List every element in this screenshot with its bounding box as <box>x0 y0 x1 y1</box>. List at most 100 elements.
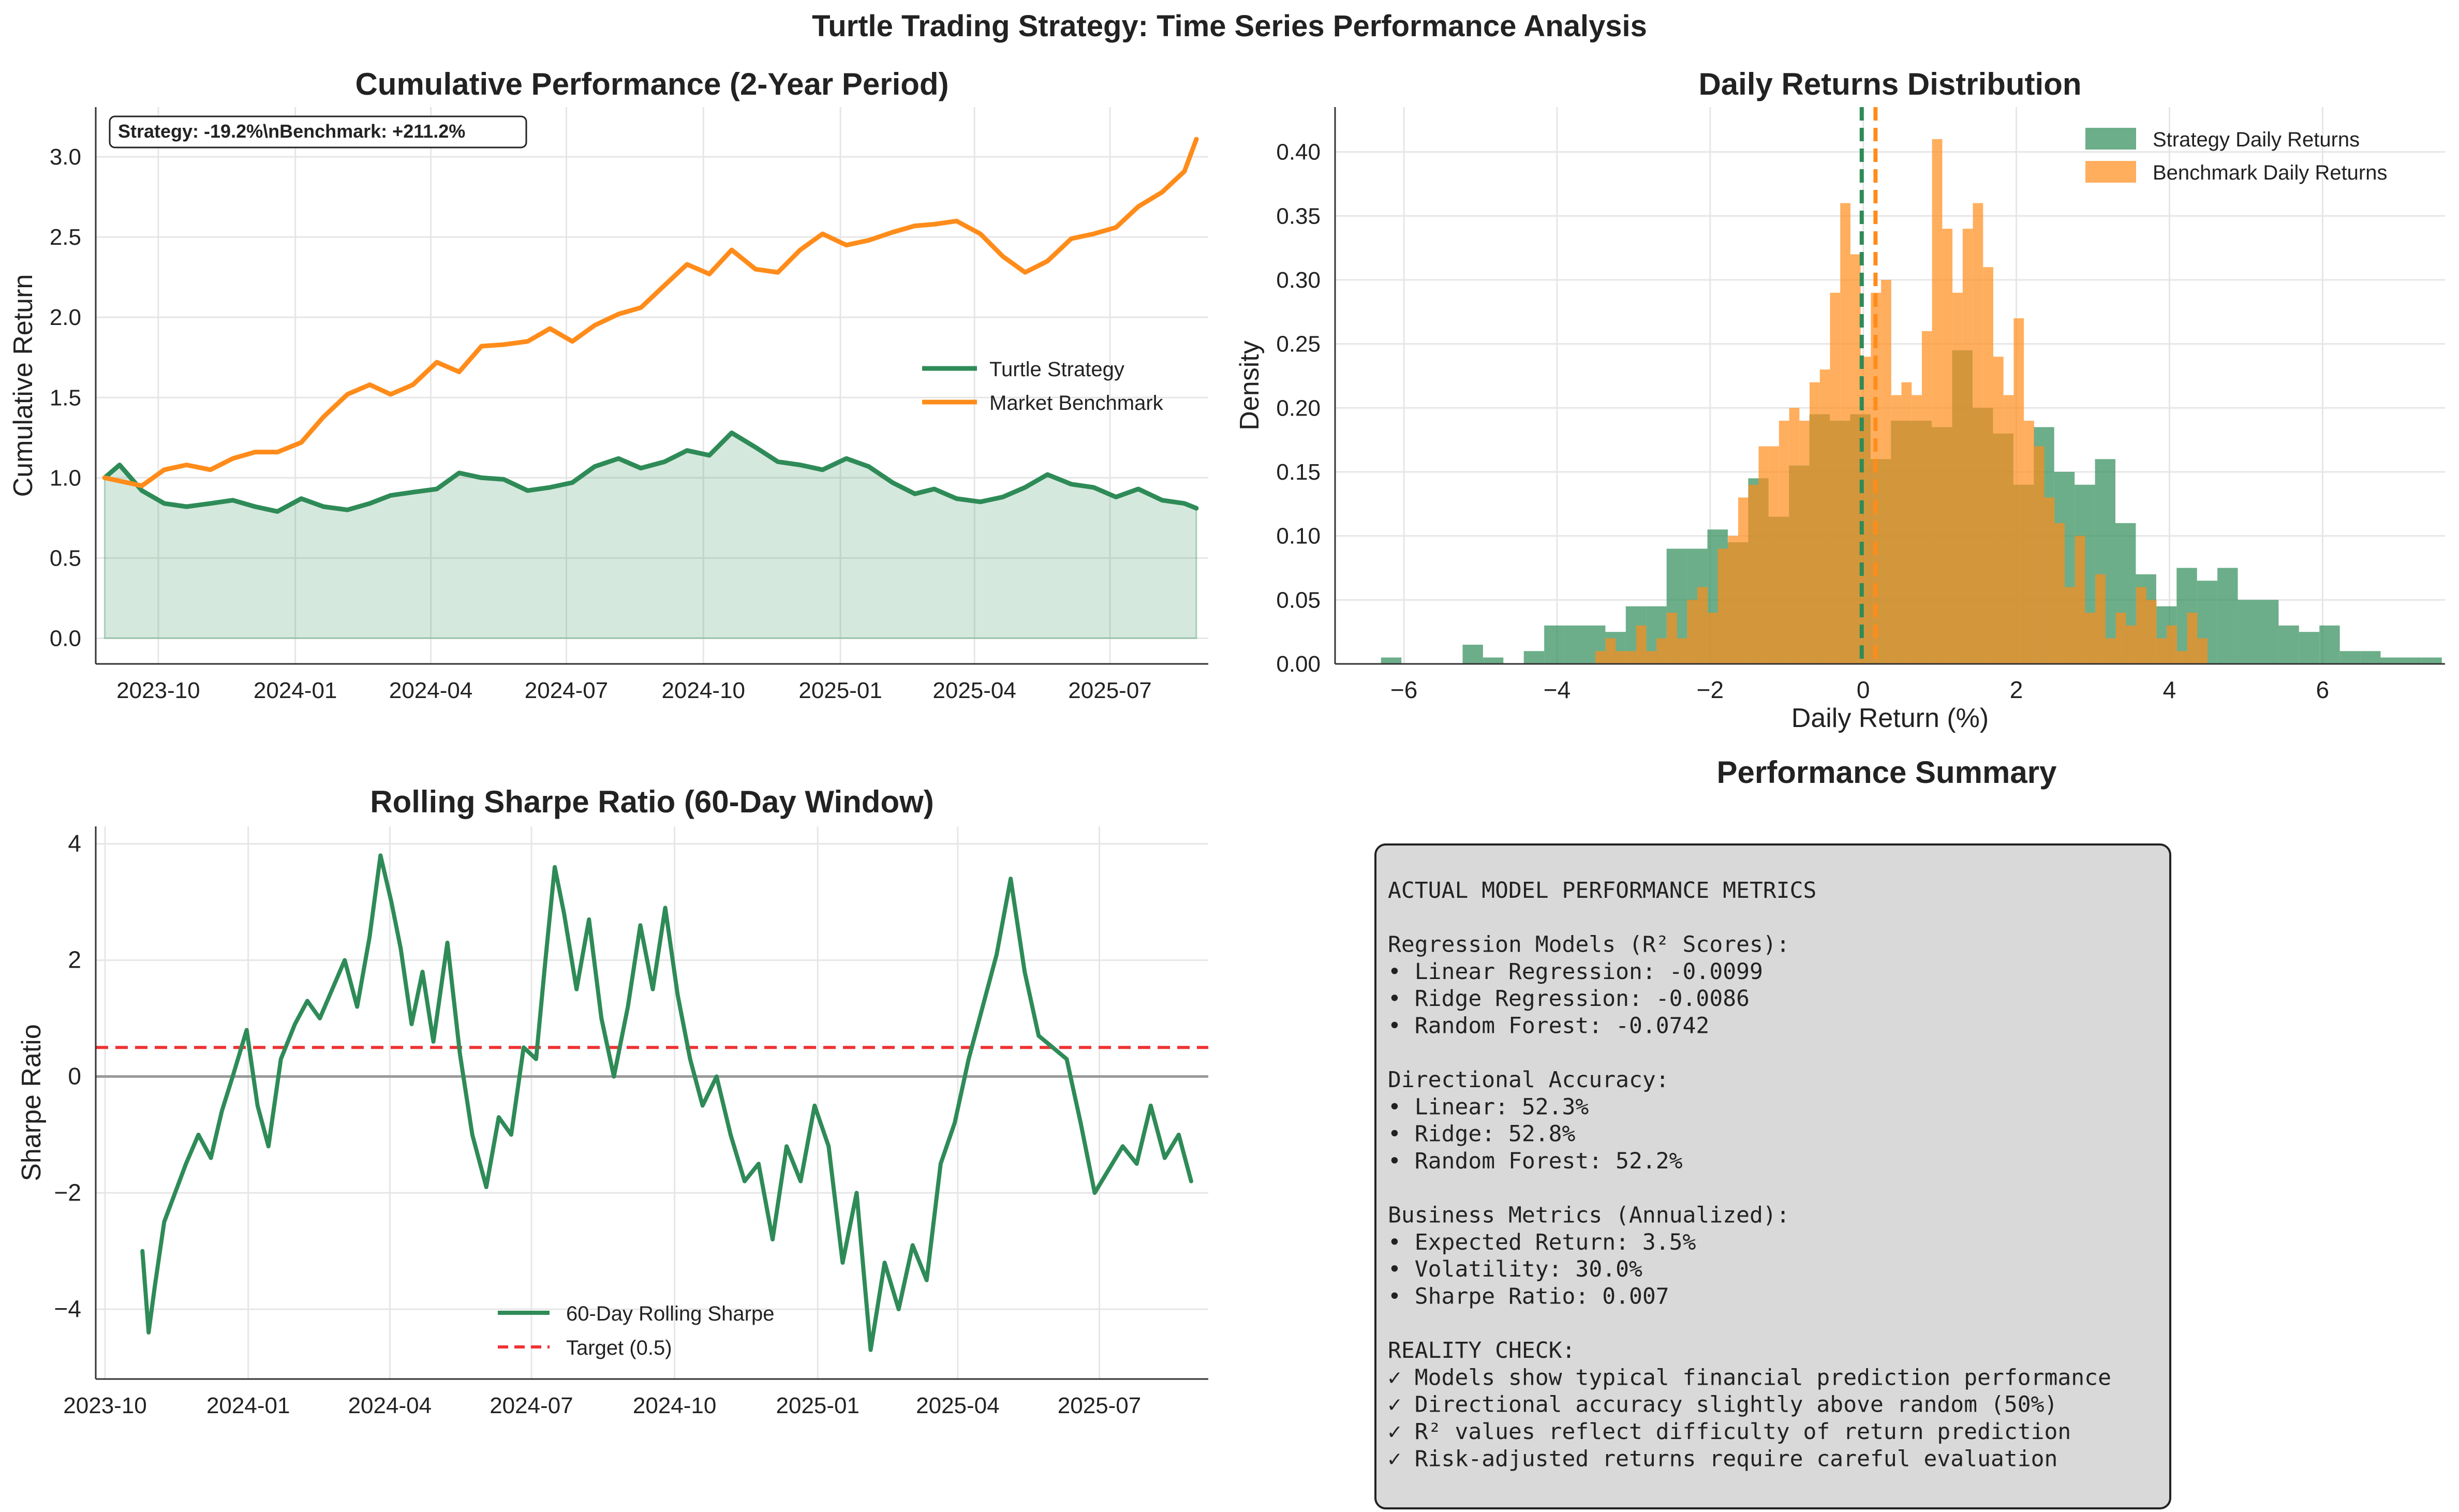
legend-label: Strategy Daily Returns <box>2153 128 2360 151</box>
x-tick-label: 2023-10 <box>63 1393 146 1418</box>
histogram-bar-benchmark <box>2095 574 2106 664</box>
summary-line: • Random Forest: 52.2% <box>1388 1148 1683 1174</box>
histogram-bar-benchmark <box>1993 357 2004 664</box>
summary-line: Directional Accuracy: <box>1388 1067 1669 1093</box>
histogram-bar-benchmark <box>2034 446 2045 664</box>
histogram-bar-benchmark <box>2156 638 2167 664</box>
x-tick-label: 2025-04 <box>932 678 1016 703</box>
summary-line: • Linear Regression: -0.0099 <box>1388 959 1763 985</box>
y-tick-label: 2.0 <box>50 305 81 330</box>
y-tick-label: 0.5 <box>50 545 81 571</box>
summary-line: REALITY CHECK: <box>1388 1338 1575 1363</box>
legend-swatch <box>2085 128 2136 150</box>
cumulative-performance-panel: Cumulative Performance (2-Year Period) 0.… <box>8 67 1208 703</box>
series-line-60-day-rolling-sharpe <box>140 853 1193 1352</box>
histogram-bar-strategy <box>2380 657 2401 664</box>
x-tick-label: 2023-10 <box>116 678 200 703</box>
legend-label: Turtle Strategy <box>989 358 1124 381</box>
y-tick-label: 0.40 <box>1276 140 1321 165</box>
x-tick-label: 4 <box>2163 676 2176 703</box>
chart-title: Rolling Sharpe Ratio (60-Day Window) <box>370 784 934 819</box>
performance-summary-panel: Performance Summary ACTUAL MODEL PERFORM… <box>1374 755 2171 1509</box>
series-line-market-benchmark <box>102 137 1199 488</box>
y-axis-label: Sharpe Ratio <box>17 1024 47 1181</box>
x-tick-label: 0 <box>1857 676 1870 703</box>
x-tick-label: 6 <box>2316 676 2330 703</box>
summary-title: Performance Summary <box>1717 755 2057 790</box>
y-tick-label: 0.10 <box>1276 524 1321 549</box>
legend-label: Market Benchmark <box>989 392 1164 414</box>
histogram-bar-benchmark <box>1891 395 1902 664</box>
x-tick-label: 2025-01 <box>776 1393 860 1418</box>
y-tick-label: 3.0 <box>50 144 81 170</box>
y-axis-label: Density <box>1235 340 1265 430</box>
histogram-bar-strategy <box>1544 625 1565 664</box>
histogram-bar-benchmark <box>1881 279 1891 664</box>
histogram-bar-benchmark <box>2024 421 2034 664</box>
histogram-bar-benchmark <box>1677 638 1687 664</box>
histogram-bar-benchmark <box>1779 421 1789 664</box>
histogram-bar-benchmark <box>2115 613 2126 664</box>
histogram-bar-strategy <box>1523 651 1545 664</box>
histogram-bar-benchmark <box>1962 228 1973 664</box>
summary-line: ✓ R² values reflect difficulty of return… <box>1388 1419 2071 1445</box>
y-tick-label: 2.5 <box>50 225 81 250</box>
x-tick-label: 2024-04 <box>389 678 472 703</box>
histogram-bar-benchmark <box>1605 638 1616 664</box>
summary-line: • Linear: 52.3% <box>1388 1094 1589 1120</box>
histogram-bar-benchmark <box>1717 549 1728 664</box>
histogram-bar-benchmark <box>1595 651 1606 664</box>
histogram-bar-benchmark <box>2003 395 2014 664</box>
histogram-bar-benchmark <box>2126 625 2137 664</box>
summary-line: ✓ Directional accuracy slightly above ra… <box>1388 1392 2057 1418</box>
x-tick-label: 2025-07 <box>1058 1393 1141 1418</box>
histogram-bar-benchmark <box>1871 292 1882 664</box>
x-tick-label: 2024-07 <box>525 678 608 703</box>
histogram-bar-benchmark <box>2075 536 2085 664</box>
x-tick-label: 2024-01 <box>206 1393 290 1418</box>
x-tick-label: 2025-07 <box>1068 678 1151 703</box>
histogram-bar-benchmark <box>1758 446 1769 664</box>
y-axis-label: Cumulative Return <box>8 274 38 497</box>
histogram-bar-benchmark <box>1983 267 1994 664</box>
x-tick-label: 2 <box>2010 676 2023 703</box>
x-tick-label: 2024-10 <box>662 678 745 703</box>
histogram-bar-strategy <box>2360 651 2381 664</box>
histogram-bar-benchmark <box>2197 638 2208 664</box>
summary-line: Business Metrics (Annualized): <box>1388 1203 1790 1228</box>
y-tick-label: 0.0 <box>50 626 81 651</box>
rolling-sharpe-panel: Rolling Sharpe Ratio (60-Day Window) −4 −2… <box>17 784 1208 1418</box>
histogram-bar-benchmark <box>1656 638 1667 664</box>
histogram-bar-strategy <box>1564 625 1585 664</box>
y-tick-label: 1.5 <box>50 385 81 410</box>
summary-line: • Expected Return: 3.5% <box>1388 1229 1696 1255</box>
legend-label: Target (0.5) <box>566 1337 672 1359</box>
y-tick-label: 0.15 <box>1276 459 1321 485</box>
histogram-bar-benchmark <box>2054 523 2065 664</box>
histogram-bar-benchmark <box>1952 292 1963 664</box>
summary-box <box>1374 843 2171 1509</box>
histogram-bar-benchmark <box>1789 408 1800 664</box>
y-tick-label: 2 <box>68 946 81 973</box>
histogram-bar-benchmark <box>1799 421 1810 664</box>
chart-title: Daily Returns Distribution <box>1698 67 2081 101</box>
histogram-bar-benchmark <box>1626 651 1636 664</box>
histogram-bar-benchmark <box>2065 587 2075 664</box>
summary-line: • Ridge Regression: -0.0086 <box>1388 986 1750 1012</box>
histogram-bar-benchmark <box>2146 600 2157 664</box>
y-tick-label: 0.30 <box>1276 268 1321 293</box>
histogram-bar-strategy <box>2339 651 2361 664</box>
annotation-box <box>109 115 527 149</box>
histogram-bar-benchmark <box>1769 446 1779 664</box>
x-tick-label: −2 <box>1697 676 1724 703</box>
histogram-bar-strategy <box>1483 657 1504 664</box>
legend-label: Benchmark Daily Returns <box>2153 161 2388 184</box>
histogram-bar-benchmark <box>1850 254 1861 664</box>
histogram-bar-strategy <box>2278 625 2299 664</box>
series-line-turtle-strategy <box>102 430 1199 514</box>
histogram-bar-benchmark <box>2105 638 2116 664</box>
daily-returns-distribution-panel: Daily Returns Distribution 0.00 0.05 0.10 0.… <box>1235 67 2445 733</box>
histogram-bar-benchmark <box>1748 484 1759 664</box>
histogram-bar-benchmark <box>1667 613 1677 664</box>
